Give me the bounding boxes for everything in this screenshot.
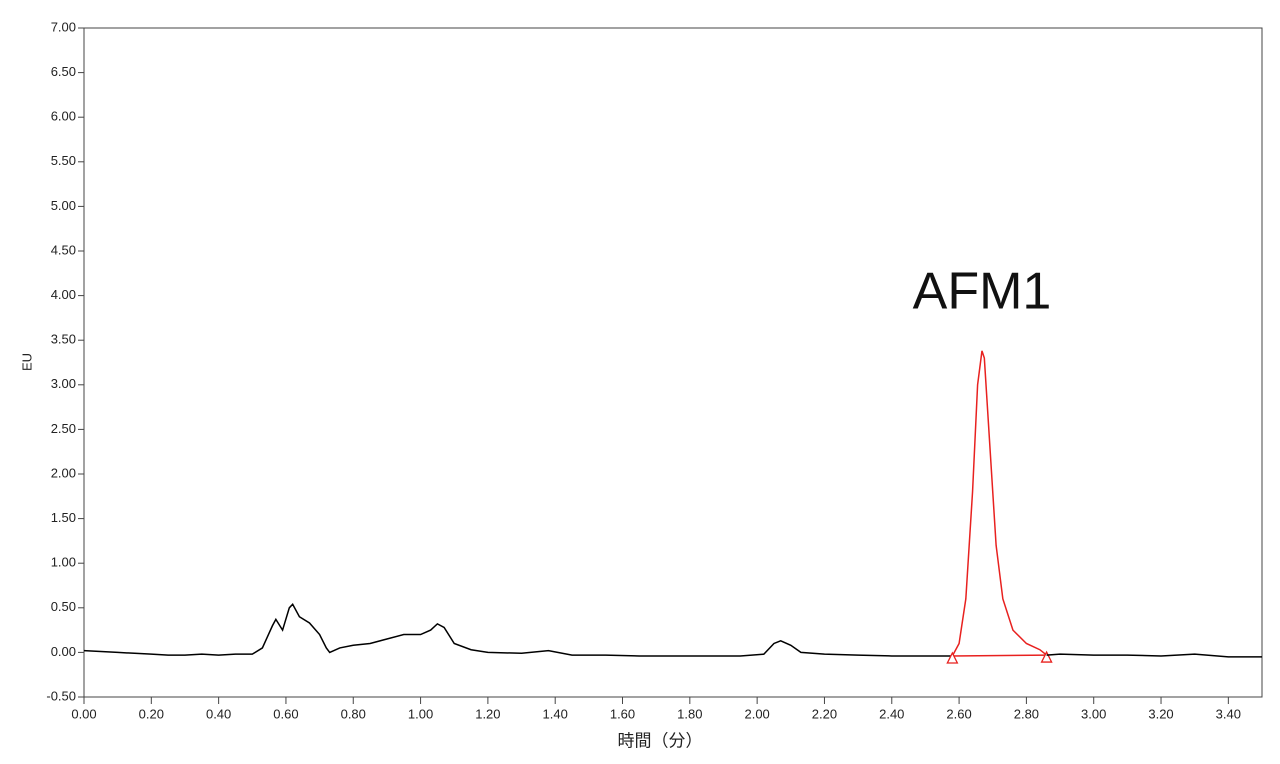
x-tick-label: 0.40 — [206, 706, 231, 721]
peak-marker — [946, 651, 959, 664]
x-tick-label: 3.00 — [1081, 706, 1106, 721]
peak-marker — [1040, 650, 1053, 663]
y-tick-label: 5.50 — [51, 153, 76, 168]
y-tick-label: -0.50 — [46, 688, 76, 703]
y-tick-label: 5.00 — [51, 198, 76, 213]
x-tick-label: 3.40 — [1216, 706, 1241, 721]
x-tick-label: 2.80 — [1014, 706, 1039, 721]
y-axis-label: EU — [19, 353, 34, 371]
x-tick-label: 2.40 — [879, 706, 904, 721]
y-tick-label: 4.00 — [51, 287, 76, 302]
y-tick-label: 3.00 — [51, 376, 76, 391]
trace-line — [1046, 653, 1262, 658]
y-tick-label: 0.50 — [51, 599, 76, 614]
x-axis-label: 時間（分） — [618, 731, 703, 750]
x-tick-label: 2.20 — [812, 706, 837, 721]
y-tick-label: 3.50 — [51, 332, 76, 347]
y-tick-label: 7.00 — [51, 19, 76, 34]
x-tick-label: 1.80 — [677, 706, 702, 721]
trace-line — [952, 654, 1047, 657]
x-tick-label: 3.20 — [1148, 706, 1173, 721]
y-tick-label: 0.00 — [51, 644, 76, 659]
y-tick-label: 6.50 — [51, 64, 76, 79]
x-tick-label: 1.40 — [543, 706, 568, 721]
y-tick-label: 1.00 — [51, 555, 76, 570]
trace-line — [83, 602, 953, 657]
x-tick-label: 1.20 — [475, 706, 500, 721]
y-tick-label: 2.50 — [51, 421, 76, 436]
x-tick-label: 0.20 — [139, 706, 164, 721]
y-tick-label: 2.00 — [51, 465, 76, 480]
y-tick-label: 6.00 — [51, 109, 76, 124]
x-tick-label: 0.60 — [273, 706, 298, 721]
x-tick-label: 2.00 — [744, 706, 769, 721]
y-tick-label: 4.50 — [51, 242, 76, 257]
x-tick-label: 1.00 — [408, 706, 433, 721]
x-tick-label: 0.00 — [71, 706, 96, 721]
y-tick-label: 1.50 — [51, 510, 76, 525]
trace-line — [951, 350, 1048, 657]
x-tick-label: 0.80 — [341, 706, 366, 721]
plot-frame — [83, 27, 1263, 698]
annotation: AFM1 — [913, 263, 1052, 321]
x-tick-label: 2.60 — [946, 706, 971, 721]
x-tick-label: 1.60 — [610, 706, 635, 721]
